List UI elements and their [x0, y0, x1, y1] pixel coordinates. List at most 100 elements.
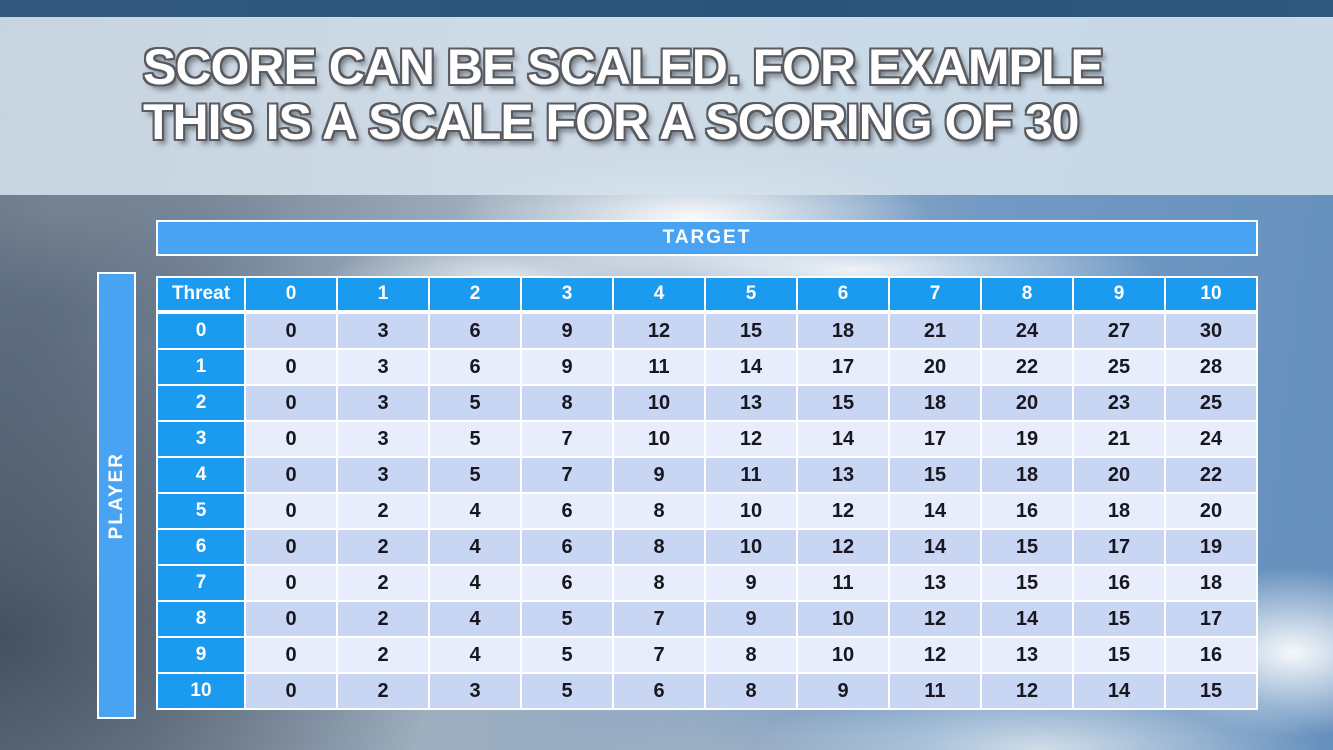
score-cell: 17 — [1166, 602, 1256, 636]
target-col-header: 0 — [246, 278, 336, 312]
score-cell: 3 — [430, 674, 520, 708]
score-cell: 25 — [1166, 386, 1256, 420]
matrix-row: 0 0 3 6 9 12 15 18 21 24 27 30 — [158, 314, 1256, 348]
score-cell: 15 — [1166, 674, 1256, 708]
score-cell: 12 — [982, 674, 1072, 708]
matrix-row: 2 0 3 5 8 10 13 15 18 20 23 25 — [158, 386, 1256, 420]
score-cell: 13 — [890, 566, 980, 600]
score-cell: 20 — [982, 386, 1072, 420]
score-cell: 10 — [706, 530, 796, 564]
score-cell: 6 — [522, 530, 612, 564]
target-col-header: 7 — [890, 278, 980, 312]
score-cell: 0 — [246, 674, 336, 708]
score-cell: 10 — [706, 494, 796, 528]
score-cell: 15 — [706, 314, 796, 348]
score-cell: 3 — [338, 458, 428, 492]
score-cell: 0 — [246, 422, 336, 456]
score-cell: 21 — [1074, 422, 1164, 456]
score-cell: 6 — [522, 566, 612, 600]
score-cell: 17 — [890, 422, 980, 456]
score-cell: 16 — [982, 494, 1072, 528]
score-cell: 13 — [798, 458, 888, 492]
score-cell: 11 — [614, 350, 704, 384]
score-cell: 14 — [798, 422, 888, 456]
score-cell: 13 — [982, 638, 1072, 672]
score-cell: 7 — [522, 422, 612, 456]
score-cell: 9 — [706, 602, 796, 636]
score-cell: 2 — [338, 494, 428, 528]
player-row-header: 8 — [158, 602, 244, 636]
score-cell: 2 — [338, 530, 428, 564]
score-cell: 4 — [430, 566, 520, 600]
score-cell: 4 — [430, 530, 520, 564]
score-cell: 15 — [982, 530, 1072, 564]
target-col-header: 1 — [338, 278, 428, 312]
score-cell: 5 — [522, 602, 612, 636]
slide-title-line1: SCORE CAN BE SCALED. FOR EXAMPLE — [143, 39, 1104, 95]
score-cell: 3 — [338, 350, 428, 384]
score-cell: 25 — [1074, 350, 1164, 384]
matrix-row: 7 0 2 4 6 8 9 11 13 15 16 18 — [158, 566, 1256, 600]
player-header-bar: PLAYER — [97, 272, 136, 719]
score-cell: 15 — [982, 566, 1072, 600]
matrix-row: 4 0 3 5 7 9 11 13 15 18 20 22 — [158, 458, 1256, 492]
score-cell: 5 — [430, 458, 520, 492]
score-cell: 4 — [430, 602, 520, 636]
score-cell: 10 — [614, 386, 704, 420]
matrix-row: 10 0 2 3 5 6 8 9 11 12 14 15 — [158, 674, 1256, 708]
score-cell: 12 — [706, 422, 796, 456]
score-cell: 6 — [522, 494, 612, 528]
score-cell: 7 — [614, 602, 704, 636]
player-row-header: 10 — [158, 674, 244, 708]
player-row-header: 4 — [158, 458, 244, 492]
score-cell: 20 — [1074, 458, 1164, 492]
score-cell: 17 — [798, 350, 888, 384]
score-cell: 2 — [338, 638, 428, 672]
matrix-row: 1 0 3 6 9 11 14 17 20 22 25 28 — [158, 350, 1256, 384]
score-cell: 0 — [246, 566, 336, 600]
score-cell: 3 — [338, 386, 428, 420]
score-cell: 0 — [246, 602, 336, 636]
score-cell: 18 — [890, 386, 980, 420]
score-cell: 2 — [338, 602, 428, 636]
score-cell: 6 — [430, 350, 520, 384]
score-cell: 8 — [706, 674, 796, 708]
score-cell: 18 — [1074, 494, 1164, 528]
threat-corner-label: Threat — [158, 278, 244, 312]
target-label: TARGET — [662, 227, 752, 248]
score-cell: 9 — [706, 566, 796, 600]
score-cell: 7 — [522, 458, 612, 492]
target-col-header: 9 — [1074, 278, 1164, 312]
score-cell: 16 — [1074, 566, 1164, 600]
score-cell: 3 — [338, 422, 428, 456]
matrix-row: 5 0 2 4 6 8 10 12 14 16 18 20 — [158, 494, 1256, 528]
score-cell: 15 — [1074, 602, 1164, 636]
matrix-row: 8 0 2 4 5 7 9 10 12 14 15 17 — [158, 602, 1256, 636]
player-row-header: 1 — [158, 350, 244, 384]
score-cell: 0 — [246, 350, 336, 384]
score-cell: 0 — [246, 314, 336, 348]
score-cell: 14 — [1074, 674, 1164, 708]
score-cell: 8 — [614, 566, 704, 600]
score-cell: 0 — [246, 458, 336, 492]
score-cell: 5 — [522, 638, 612, 672]
score-cell: 8 — [706, 638, 796, 672]
score-cell: 5 — [522, 674, 612, 708]
score-cell: 0 — [246, 638, 336, 672]
score-cell: 20 — [890, 350, 980, 384]
score-cell: 14 — [706, 350, 796, 384]
target-header-bar: TARGET — [156, 220, 1258, 256]
score-cell: 17 — [1074, 530, 1164, 564]
player-row-header: 7 — [158, 566, 244, 600]
target-col-header: 6 — [798, 278, 888, 312]
target-col-header: 8 — [982, 278, 1072, 312]
score-cell: 9 — [522, 350, 612, 384]
score-cell: 24 — [1166, 422, 1256, 456]
player-label: PLAYER — [105, 451, 127, 540]
player-row-header: 2 — [158, 386, 244, 420]
slide-title-line2: THIS IS A SCALE FOR A SCORING OF 30 — [143, 94, 1079, 150]
score-cell: 23 — [1074, 386, 1164, 420]
score-cell: 12 — [614, 314, 704, 348]
score-cell: 27 — [1074, 314, 1164, 348]
score-cell: 0 — [246, 386, 336, 420]
